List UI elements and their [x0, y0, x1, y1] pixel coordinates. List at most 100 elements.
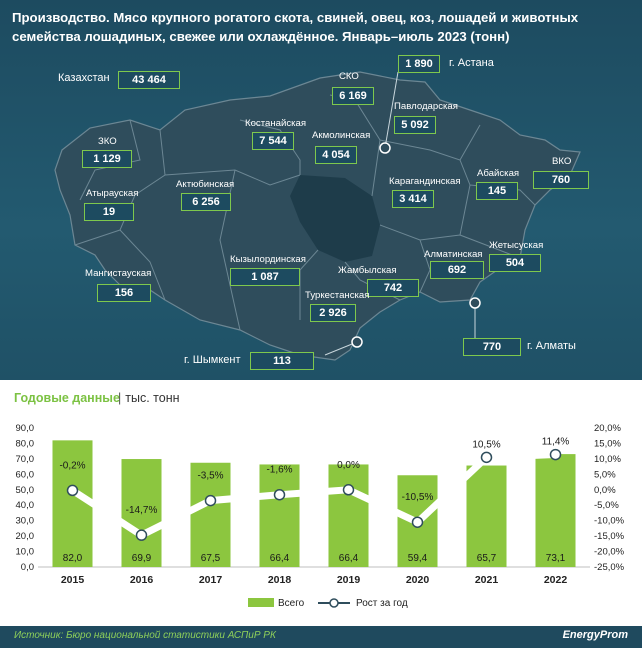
- growth-point: [66, 484, 79, 497]
- region-label-zhetysu: Жетысуская: [489, 240, 544, 251]
- region-value-sko: 6 169: [332, 87, 374, 105]
- region-value-pavlodar: 5 092: [394, 116, 436, 134]
- growth-label: 0,0%: [337, 460, 360, 471]
- y2-tick-label: -15,0%: [594, 531, 625, 542]
- almaty-label: г. Алматы: [527, 340, 576, 352]
- y2-tick-label: 20,0%: [594, 423, 621, 434]
- y2-tick-label: 0,0%: [594, 485, 616, 496]
- region-label-pavlodar: Павлодарская: [394, 101, 458, 112]
- region-value-kyzylorda: 1 087: [230, 268, 300, 286]
- legend-line-marker: [329, 598, 339, 608]
- y-tick-label: 0,0: [21, 562, 34, 573]
- almaty-marker: [469, 297, 481, 309]
- x-tick-label: 2019: [337, 574, 361, 586]
- shymkent-value: 113: [250, 352, 314, 370]
- x-tick-label: 2022: [544, 574, 568, 586]
- region-label-karaganda: Карагандинская: [389, 176, 461, 187]
- astana-marker: [379, 142, 391, 154]
- region-label-akmola: Акмолинская: [312, 130, 371, 141]
- bar: [52, 440, 93, 567]
- region-value-aktobe: 6 256: [181, 193, 231, 211]
- bar: [535, 454, 576, 567]
- region-value-abai: 145: [476, 182, 518, 200]
- bar: [328, 464, 369, 567]
- region-value-mangystau: 156: [97, 284, 151, 302]
- growth-point: [549, 448, 562, 461]
- annual-chart: 0,0 10,0 20,0 30,0 40,0 50,0 60,0 70,0 80,0 90,0 -…: [16, 423, 625, 609]
- growth-label: 11,4%: [542, 437, 570, 448]
- shymkent-marker-line: [324, 341, 358, 356]
- shymkent-label: г. Шымкент: [184, 354, 241, 366]
- growth-point: [480, 451, 493, 464]
- y2-tick-label: 10,0%: [594, 454, 621, 465]
- growth-label: 10,5%: [472, 439, 500, 450]
- region-label-kyzylorda: Кызылординская: [230, 254, 306, 265]
- growth-label: -1,6%: [266, 465, 292, 476]
- region-value-akmola: 4 054: [315, 146, 357, 164]
- astana-label: г. Астана: [449, 57, 494, 69]
- y2-tick-label: -25,0%: [594, 562, 625, 573]
- growth-label: -10,5%: [402, 492, 434, 503]
- region-value-almaty-region: 692: [430, 261, 484, 279]
- legend-bar-swatch: [248, 598, 274, 607]
- x-tick-label: 2016: [130, 574, 154, 586]
- y-tick-label: 40,0: [16, 500, 35, 511]
- region-label-atyrau: Атырауская: [86, 188, 139, 199]
- bar-value-label: 73,1: [546, 553, 566, 564]
- shymkent-marker: [351, 336, 363, 348]
- y-tick-label: 70,0: [16, 454, 35, 465]
- bar-value-label: 67,5: [201, 553, 221, 564]
- bar-value-label: 69,9: [132, 553, 152, 564]
- title-line-2: семейства лошадиных, свежее или охлаждён…: [12, 29, 510, 44]
- page-title: Производство. Мясо крупного рогатого ско…: [12, 8, 622, 46]
- x-tick-label: 2015: [61, 574, 85, 586]
- astana-marker-line: [384, 71, 399, 149]
- bar: [466, 465, 507, 567]
- x-tick-label: 2018: [268, 574, 292, 586]
- bar: [121, 459, 162, 567]
- title-line-1: Производство. Мясо крупного рогатого ско…: [12, 10, 579, 25]
- region-value-karaganda: 3 414: [392, 190, 434, 208]
- y2-tick-label: 5,0%: [594, 469, 616, 480]
- y-tick-label: 60,0: [16, 469, 35, 480]
- legend-bar-label: Всего: [278, 598, 305, 609]
- growth-point: [135, 529, 148, 541]
- brand-logo: EnergyProm: [562, 629, 628, 641]
- kazakhstan-label: Казахстан: [58, 72, 110, 84]
- region-value-zhetysu: 504: [489, 254, 541, 272]
- y-tick-label: 30,0: [16, 516, 35, 527]
- growth-point: [411, 516, 424, 528]
- region-label-turkestan: Туркестанская: [305, 290, 370, 301]
- y-tick-label: 50,0: [16, 485, 35, 496]
- growth-point: [204, 494, 217, 507]
- bar-value-label: 66,4: [270, 553, 290, 564]
- section-unit-wrap: | тыс. тонн: [118, 391, 180, 405]
- bar-value-label: 65,7: [477, 553, 497, 564]
- growth-point: [342, 484, 355, 496]
- region-label-zko: ЗКО: [98, 136, 117, 147]
- region-label-sko: СКО: [339, 71, 359, 82]
- section-unit: тыс. тонн: [125, 391, 180, 405]
- bar-value-label: 66,4: [339, 553, 359, 564]
- x-tick-label: 2017: [199, 574, 223, 586]
- region-value-kostanay: 7 544: [252, 132, 294, 150]
- source-text: Источник: Бюро национальной статистики А…: [14, 630, 276, 641]
- balkhash-lake: [290, 175, 380, 262]
- region-label-vko: ВКО: [552, 156, 572, 167]
- region-label-aktobe: Актюбинская: [176, 179, 235, 190]
- growth-label: -0,2%: [59, 460, 85, 471]
- almaty-value: 770: [463, 338, 521, 356]
- bar-value-label: 59,4: [408, 553, 428, 564]
- section-title: Годовые данные: [14, 391, 120, 405]
- region-value-zhambyl: 742: [367, 279, 419, 297]
- region-label-mangystau: Мангистауская: [85, 268, 152, 279]
- region-value-atyrau: 19: [84, 203, 134, 221]
- growth-label: -3,5%: [197, 471, 223, 482]
- kazakhstan-value: 43 464: [118, 71, 180, 89]
- region-label-almaty-region: Алматинская: [424, 249, 483, 260]
- bar-value-label: 82,0: [63, 553, 83, 564]
- y2-tick-label: -20,0%: [594, 547, 625, 558]
- y2-tick-label: -10,0%: [594, 516, 625, 527]
- y-tick-label: 90,0: [16, 423, 35, 434]
- region-label-zhambyl: Жамбылская: [338, 265, 397, 276]
